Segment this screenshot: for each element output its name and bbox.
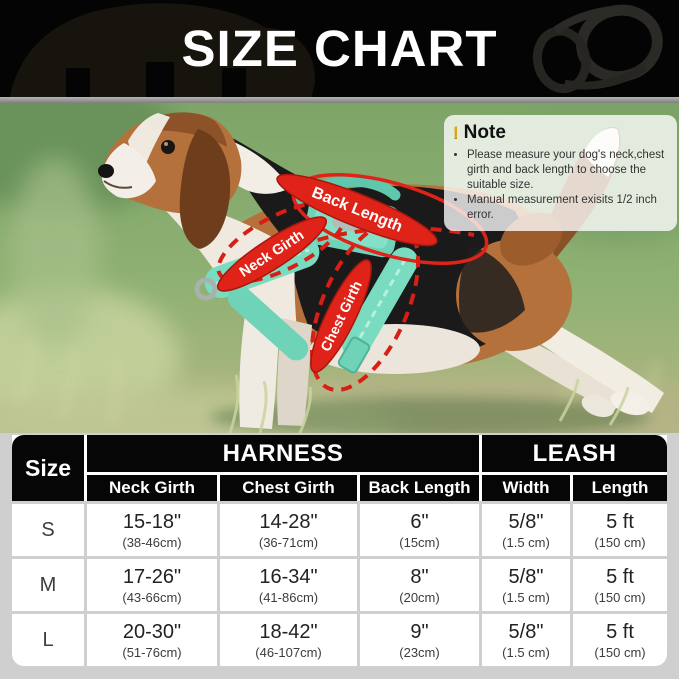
value-in: 17-26" (122, 565, 182, 588)
row-s-size: S (12, 504, 84, 556)
cell-s-back-length: 6" (15cm) (360, 504, 479, 556)
cell-s-leash-length: 5 ft (150 cm) (573, 504, 667, 556)
dog-silhouette-icon (10, 3, 315, 97)
value-cm: (1.5 cm) (502, 644, 550, 660)
note-bullet: Manual measurement exisits 1/2 inch erro… (467, 193, 668, 223)
value-cm: (150 cm) (594, 534, 646, 550)
page-title: SIZE CHART (181, 20, 498, 77)
value-in: 6" (410, 510, 429, 533)
value-cm: (20cm) (399, 589, 440, 605)
cell-s-chest-girth: 14-28" (36-71cm) (220, 504, 357, 556)
value-cm: (43-66cm) (122, 589, 182, 605)
value-ft: 5 ft (606, 620, 634, 643)
value-in: 5/8" (508, 565, 544, 588)
value-cm: (1.5 cm) (502, 589, 550, 605)
value-cm: (150 cm) (594, 644, 646, 660)
value-cm: (36-71cm) (258, 534, 319, 550)
cell-l-back-length: 9" (23cm) (360, 614, 479, 666)
value-cm: (1.5 cm) (502, 534, 550, 550)
value-cm: (150 cm) (594, 589, 646, 605)
note-title: Note (463, 122, 506, 143)
col-header-length: Length (573, 475, 667, 501)
cell-m-neck-girth: 17-26" (43-66cm) (87, 559, 217, 611)
leash-d-ring (194, 277, 218, 301)
value-in: 18-42" (259, 620, 318, 643)
note-bullet: Please measure your dog's neck,chest gir… (467, 148, 668, 193)
value-cm: (23cm) (399, 644, 440, 660)
value-in: 16-34" (259, 565, 318, 588)
cell-m-leash-length: 5 ft (150 cm) (573, 559, 667, 611)
col-header-back-length: Back Length (360, 475, 479, 501)
warning-icon: ! (453, 123, 459, 142)
cell-l-leash-width: 5/8" (1.5 cm) (482, 614, 570, 666)
banner: SIZE CHART (0, 0, 679, 97)
size-column-header: Size (12, 435, 84, 501)
value-ft: 5 ft (606, 510, 634, 533)
note-box: ! Note Please measure your dog's neck,ch… (444, 115, 677, 231)
value-in: 20-30" (122, 620, 182, 643)
cell-l-neck-girth: 20-30" (51-76cm) (87, 614, 217, 666)
row-m-size: M (12, 559, 84, 611)
leash-group-header: LEASH (482, 435, 667, 472)
value-cm: (51-76cm) (122, 644, 182, 660)
value-cm: (15cm) (399, 534, 440, 550)
col-header-width: Width (482, 475, 570, 501)
value-in: 5/8" (508, 510, 544, 533)
cell-m-back-length: 8" (20cm) (360, 559, 479, 611)
value-in: 15-18" (122, 510, 182, 533)
cell-m-leash-width: 5/8" (1.5 cm) (482, 559, 570, 611)
cell-s-neck-girth: 15-18" (38-46cm) (87, 504, 217, 556)
cell-l-chest-girth: 18-42" (46-107cm) (220, 614, 357, 666)
cell-m-chest-girth: 16-34" (41-86cm) (220, 559, 357, 611)
cell-l-leash-length: 5 ft (150 cm) (573, 614, 667, 666)
dog-head (98, 112, 242, 249)
value-in: 9" (410, 620, 429, 643)
note-list: Please measure your dog's neck,chest gir… (453, 148, 668, 223)
value-in: 8" (410, 565, 429, 588)
cell-s-leash-width: 5/8" (1.5 cm) (482, 504, 570, 556)
harness-silhouette-icon (532, 4, 663, 94)
value-ft: 5 ft (606, 565, 634, 588)
banner-divider (0, 97, 679, 103)
col-header-chest-girth: Chest Girth (220, 475, 357, 501)
value-in: 5/8" (508, 620, 544, 643)
value-cm: (41-86cm) (258, 589, 319, 605)
banner-decor (10, 3, 663, 97)
row-l-size: L (12, 614, 84, 666)
size-table: Size HARNESS LEASH Neck Girth Chest Girt… (12, 435, 667, 666)
value-in: 14-28" (259, 510, 318, 533)
value-cm: (46-107cm) (255, 644, 322, 660)
harness-group-header: HARNESS (87, 435, 479, 472)
col-header-neck-girth: Neck Girth (87, 475, 217, 501)
value-cm: (38-46cm) (122, 534, 182, 550)
